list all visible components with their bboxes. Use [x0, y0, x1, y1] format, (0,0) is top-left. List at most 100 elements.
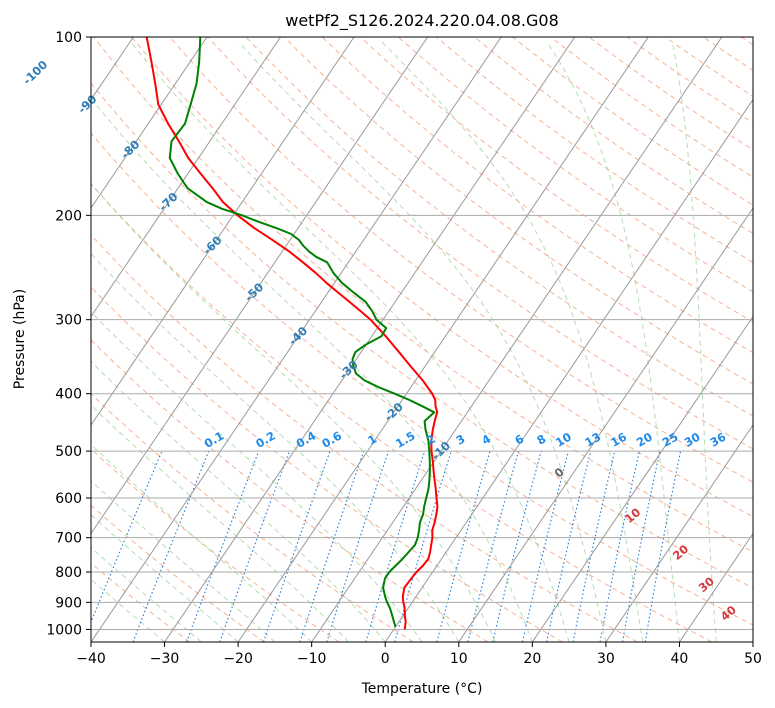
- moist-adiabat: [91, 252, 460, 642]
- isotherm: [91, 37, 355, 426]
- mixing-ratio-line: [91, 450, 163, 624]
- moist-adiabat: [91, 514, 239, 642]
- dry-adiabat: [91, 182, 713, 642]
- isotherm: [458, 207, 753, 642]
- dry-adiabat: [91, 448, 340, 642]
- dry-adiabat: [91, 82, 753, 589]
- dry-adiabat: [321, 37, 753, 354]
- moist-adiabat: [91, 97, 533, 642]
- x-tick-label: −30: [150, 651, 180, 667]
- x-tick-label: 50: [744, 651, 762, 667]
- x-tick-label: −10: [297, 651, 327, 667]
- mixing-ratio-label: 16: [608, 430, 629, 450]
- dry-adiabat: [91, 132, 753, 626]
- mixing-ratio-label: 36: [707, 430, 728, 450]
- x-tick-label: −20: [223, 651, 253, 667]
- x-axis-label: Temperature (°C): [361, 681, 483, 697]
- y-tick-label: 500: [55, 444, 82, 460]
- moist-adiabat: [91, 360, 386, 642]
- isotherm: [531, 315, 753, 642]
- mixing-ratio-line: [599, 450, 640, 642]
- mixing-ratio-line: [262, 450, 331, 642]
- isotherm: [164, 37, 576, 642]
- sounding-profiles: [145, 37, 439, 630]
- mixing-ratio-line: [299, 450, 365, 642]
- x-tick-label: 20: [523, 651, 541, 667]
- y-tick-label: 600: [55, 491, 82, 507]
- dry-adiabat: [474, 37, 753, 235]
- dry-adiabat: [207, 37, 753, 450]
- temperature-line: [145, 37, 439, 630]
- x-tick-label: 10: [450, 651, 468, 667]
- moist-adiabat: [91, 578, 165, 642]
- moist-adiabat: [91, 480, 276, 642]
- isotherm: [91, 37, 429, 535]
- isotherm: [0, 37, 60, 642]
- isotherm: [384, 98, 753, 642]
- mixing-ratio-line: [219, 450, 291, 642]
- dry-adiabat: [91, 286, 563, 642]
- moist-adiabat: [671, 42, 717, 642]
- x-tick-label: −40: [76, 651, 106, 667]
- dry-adiabat: [588, 37, 753, 151]
- dry-adiabat: [169, 37, 753, 483]
- mixing-ratio-line: [644, 450, 682, 642]
- isotherm-label: -100: [20, 58, 50, 88]
- mixing-ratio-label: 13: [582, 430, 603, 450]
- moist-adiabat: [238, 41, 607, 642]
- y-tick-label: 800: [55, 565, 82, 581]
- plot-frame: [90, 36, 754, 643]
- mixing-ratio-line: [326, 450, 390, 642]
- y-tick-label: 900: [55, 595, 82, 611]
- dry-adiabat: [91, 234, 638, 642]
- mixing-ratio-line: [622, 450, 661, 642]
- dewpoint-line: [168, 37, 436, 628]
- dry-adiabat: [245, 37, 753, 417]
- moist-adiabat: [381, 41, 644, 642]
- moist-adiabat: [91, 546, 202, 642]
- x-tick-label: 40: [671, 651, 689, 667]
- isotherm: [91, 37, 208, 209]
- moist-adiabat: [546, 41, 680, 642]
- mixing-ratio-line: [521, 450, 570, 642]
- mixing-ratio-label: 20: [634, 430, 655, 450]
- moist-adiabat: [91, 404, 349, 642]
- isotherm: [605, 424, 753, 642]
- y-tick-label: 400: [55, 387, 82, 403]
- isotherm: [237, 37, 649, 642]
- isotherm: [679, 532, 753, 642]
- isotherm: [311, 37, 723, 642]
- x-tick-label: 0: [381, 651, 390, 667]
- moist-adiabat: [91, 183, 497, 642]
- y-tick-label: 200: [55, 208, 82, 224]
- y-tick-label: 700: [55, 531, 82, 547]
- mixing-ratio-line: [572, 450, 616, 642]
- dry-adiabat: [93, 37, 753, 553]
- mixing-ratio-label: 30: [682, 430, 703, 450]
- chart-title: wetPf2_S126.2024.220.04.08.G08: [285, 11, 559, 31]
- mixing-ratio-line: [365, 450, 426, 642]
- y-tick-label: 1000: [46, 622, 82, 638]
- dry-adiabat: [131, 37, 753, 518]
- x-tick-label: 30: [597, 651, 615, 667]
- dry-adiabat: [91, 504, 265, 642]
- mixing-ratio-label: 10: [553, 430, 574, 450]
- dry-adiabat: [436, 37, 753, 263]
- mixing-ratio-label: 25: [660, 430, 681, 450]
- isotherm: [91, 37, 281, 318]
- y-tick-label: 100: [55, 30, 82, 46]
- isotherm: [752, 641, 753, 642]
- plot-background: [91, 37, 753, 642]
- mixing-ratio-line: [467, 450, 520, 642]
- mixing-ratio-line: [436, 450, 491, 642]
- moist-adiabat: [130, 41, 570, 642]
- mixing-ratio-line: [492, 450, 542, 642]
- y-axis-label: Pressure (hPa): [12, 289, 28, 389]
- axes: −40 −30 −20 −10 0 10 20 30 40 50 1000 900 800 700 600 5…: [46, 30, 762, 667]
- isotherm: [91, 37, 502, 642]
- dry-adiabat: [398, 37, 753, 293]
- moist-adiabat: [91, 310, 423, 642]
- background-lines: [0, 37, 753, 642]
- y-tick-label: 300: [55, 313, 82, 329]
